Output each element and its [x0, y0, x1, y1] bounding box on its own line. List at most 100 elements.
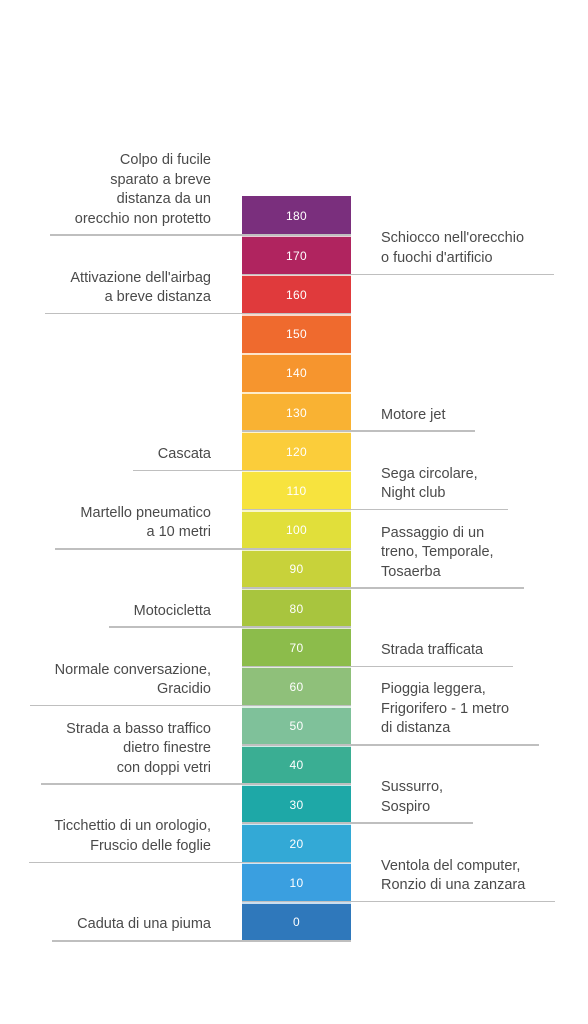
left-annotation: Motocicletta: [134, 602, 211, 622]
annotation-line: Sospiro: [381, 798, 431, 815]
right-annotation: Strada trafficata: [381, 641, 483, 661]
level-110: 110: [242, 470, 351, 510]
level-label: 0: [293, 915, 300, 930]
level-label: 110: [286, 483, 307, 498]
left-annotation: Cascata: [158, 445, 211, 465]
left-annotation: Normale conversazione, Gracidio: [55, 661, 211, 700]
annotation-line: Ventola del computer,: [381, 857, 521, 874]
level-50: 50: [242, 705, 351, 745]
level-0: 0: [242, 901, 351, 941]
level-100: 100: [242, 509, 351, 549]
level-60: 60: [242, 666, 351, 706]
annotation-line: Normale conversazione,: [54, 661, 211, 678]
right-annotation: Passaggio di un treno, Temporale, Tosaerba: [381, 524, 494, 583]
level-90: 90: [242, 548, 351, 588]
annotation-line: distanza da un: [116, 191, 211, 208]
left-leader-line: [45, 312, 351, 315]
left-leader-line: [55, 548, 351, 550]
right-annotation: Schiocco nell'orecchio o fuochi d'artific…: [381, 229, 524, 268]
annotation-line: Attivazione dell'airbag: [70, 269, 211, 286]
annotation-line: Schiocco nell'orecchio: [381, 230, 525, 247]
annotation-line: Night club: [381, 485, 446, 502]
annotation-line: Motocicletta: [133, 602, 211, 619]
left-leader-line: [29, 861, 351, 864]
annotation-line: Ronzio di una zanzara: [381, 877, 526, 894]
annotation-line: Pioggia leggera,: [381, 681, 486, 698]
level-170: 170: [242, 235, 351, 275]
left-leader-line: [132, 469, 351, 472]
annotation-line: Gracidio: [157, 681, 211, 698]
annotation-line: Caduta di una piuma: [77, 916, 211, 933]
level-label: 130: [286, 405, 307, 420]
left-annotation: Ticchettio di un orologio, Fruscio delle …: [54, 817, 211, 856]
annotation-line: sparato a breve: [110, 171, 211, 188]
level-label: 150: [286, 327, 307, 342]
level-30: 30: [242, 784, 351, 824]
left-leader-line: [52, 940, 351, 942]
level-label: 10: [289, 875, 304, 890]
annotation-line: Colpo di fucile: [119, 152, 211, 169]
level-label: 20: [289, 836, 304, 851]
level-label: 60: [289, 679, 304, 694]
right-leader-line: [242, 744, 540, 746]
annotation-line: Cascata: [157, 445, 211, 462]
annotation-line: Fruscio delle foglie: [90, 837, 211, 854]
left-leader-line: [29, 704, 351, 707]
level-label: 30: [289, 797, 304, 812]
left-leader-line: [49, 234, 351, 236]
annotation-line: Sega circolare,: [381, 465, 478, 482]
level-label: 160: [286, 287, 307, 302]
annotation-line: Motore jet: [381, 406, 446, 423]
level-label: 90: [289, 562, 304, 577]
right-annotation: Motore jet: [381, 406, 445, 426]
right-leader-line: [242, 822, 474, 824]
level-label: 40: [289, 758, 304, 773]
left-leader-line: [41, 783, 351, 785]
level-label: 180: [286, 208, 307, 223]
left-annotation: Strada a basso traffico dietro finestre co…: [66, 720, 211, 779]
level-label: 50: [289, 719, 304, 734]
annotation-line: treno, Temporale,: [381, 544, 494, 560]
left-annotation: Colpo di fucile sparato a breve distanza d…: [75, 151, 211, 229]
right-annotation: Sussurro, Sospiro: [381, 778, 443, 817]
level-20: 20: [242, 823, 351, 863]
right-leader-line: [242, 665, 514, 668]
annotation-line: Tosaerba: [381, 563, 441, 580]
annotation-line: a breve distanza: [104, 289, 211, 306]
level-label: 140: [286, 366, 307, 381]
level-label: 120: [286, 444, 307, 459]
annotation-line: Frigorifero - 1 metro: [381, 700, 510, 717]
level-10: 10: [242, 862, 351, 902]
left-annotation: Martello pneumatico a 10 metri: [80, 504, 211, 543]
annotation-line: con doppi vetri: [116, 759, 211, 776]
annotation-line: Ticchettio di un orologio,: [54, 818, 211, 835]
left-annotation: Caduta di una piuma: [77, 915, 211, 935]
annotation-line: Strada a basso traffico: [66, 720, 211, 737]
annotation-line: Martello pneumatico: [80, 504, 211, 521]
level-120: 120: [242, 431, 351, 471]
right-leader-line: [242, 900, 556, 903]
level-140: 140: [242, 352, 351, 392]
level-180: 180: [242, 196, 351, 236]
level-label: 100: [286, 523, 307, 538]
left-leader-line: [108, 626, 351, 628]
level-160: 160: [242, 274, 351, 314]
annotation-line: o fuochi d'artificio: [381, 249, 493, 266]
right-annotation: Pioggia leggera, Frigorifero - 1 metro di …: [381, 680, 509, 739]
right-leader-line: [242, 430, 476, 432]
left-annotation: Attivazione dell'airbag a breve distanza: [70, 269, 211, 308]
annotation-line: orecchio non protetto: [74, 210, 211, 227]
annotation-line: dietro finestre: [123, 740, 211, 756]
annotation-line: di distanza: [381, 720, 451, 737]
level-label: 170: [286, 248, 307, 263]
annotation-line: Sussurro,: [381, 779, 444, 796]
level-80: 80: [242, 588, 351, 628]
right-annotation: Sega circolare, Night club: [381, 465, 478, 504]
level-40: 40: [242, 744, 351, 784]
level-label: 80: [289, 601, 304, 616]
level-label: 70: [289, 640, 304, 655]
annotation-line: Passaggio di un: [381, 524, 485, 541]
annotation-line: a 10 metri: [146, 524, 211, 541]
right-leader-line: [242, 508, 508, 511]
